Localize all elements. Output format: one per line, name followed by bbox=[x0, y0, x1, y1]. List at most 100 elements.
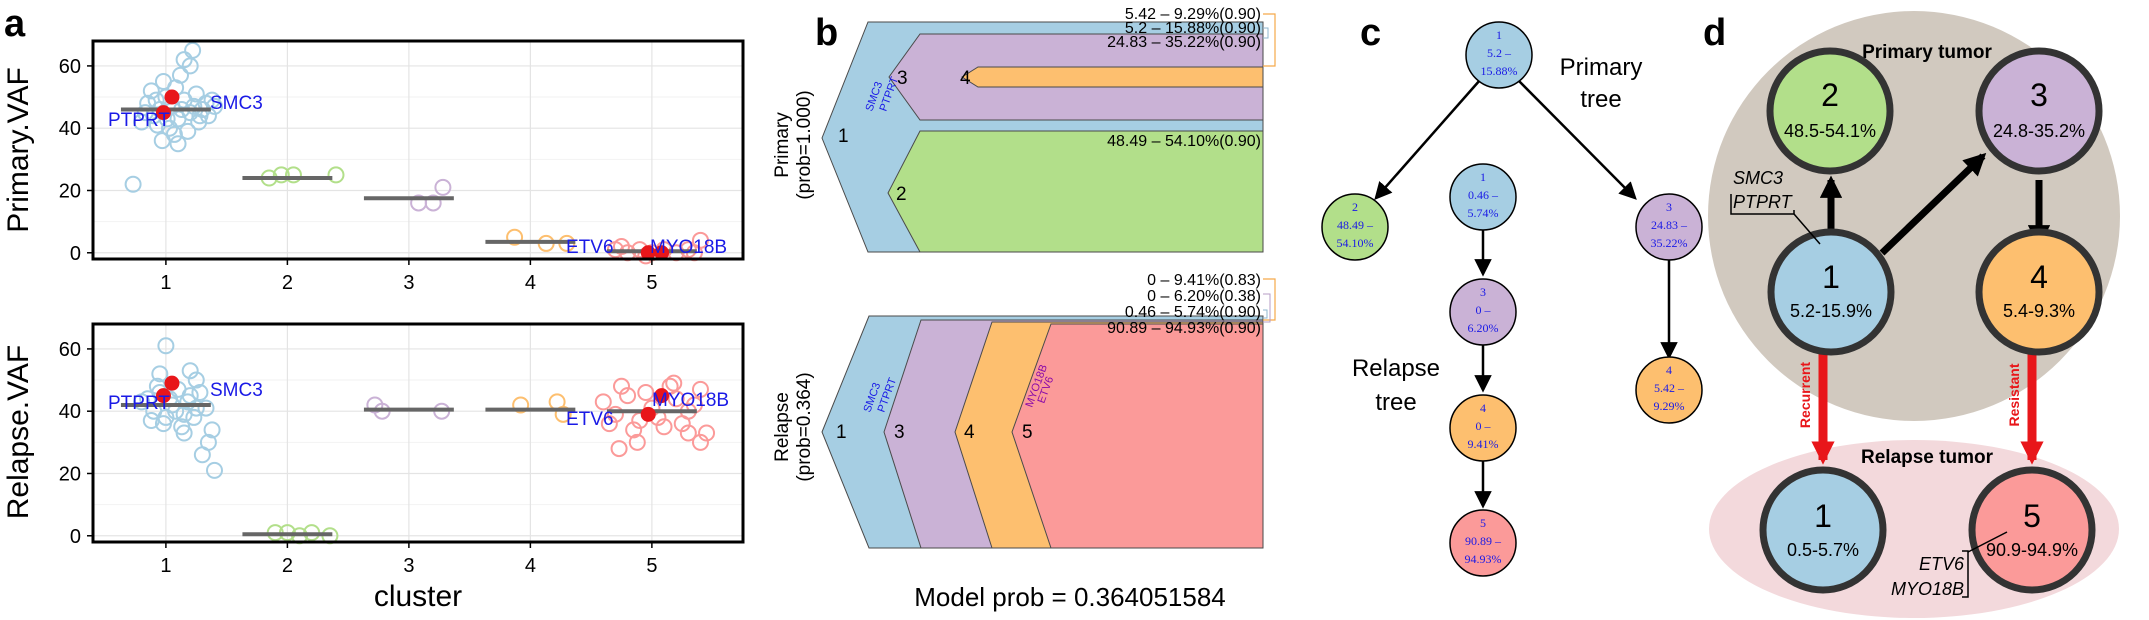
recurrent-label: Recurrent bbox=[1797, 362, 1813, 428]
gene-annotation-clone-5: ETV6 MYO18B bbox=[1891, 531, 2008, 599]
svg-text:2: 2 bbox=[1821, 77, 1839, 113]
x-tick-label: 5 bbox=[646, 555, 657, 577]
clone-1-number: 1 bbox=[838, 126, 849, 147]
data-point-cluster-5 bbox=[600, 415, 618, 433]
panel-letter-a: a bbox=[4, 3, 26, 45]
panel-letter-d: d bbox=[1703, 12, 1726, 54]
data-point-cluster-1 bbox=[187, 399, 205, 417]
annot-clone-4: 0 – 9.41%(0.83) bbox=[1147, 272, 1261, 289]
x-ticks: 1 2 3 4 5 bbox=[160, 542, 657, 577]
primary-tumor-title: Primary tumor bbox=[1862, 42, 1992, 63]
fish-plot-primary: Primary (prob=1.000) 1 3 4 2 SMC3 PTPRT … bbox=[772, 6, 1276, 253]
svg-text:5.74%: 5.74% bbox=[1468, 206, 1499, 220]
data-point-cluster-5 bbox=[637, 384, 655, 402]
data-point-cluster-5 bbox=[698, 424, 716, 442]
y-tick-label: 20 bbox=[59, 463, 81, 485]
gene-label-smc3: SMC3 bbox=[210, 93, 263, 114]
svg-text:MYO18B: MYO18B bbox=[1891, 579, 1964, 599]
data-point-cluster-1 bbox=[193, 446, 211, 464]
y-tick-label: 0 bbox=[70, 243, 81, 265]
data-point-cluster-5 bbox=[606, 405, 624, 423]
annot-bracket bbox=[1263, 278, 1276, 321]
edge-p1-p3 bbox=[1517, 79, 1637, 200]
data-point-cluster-2 bbox=[284, 166, 302, 184]
svg-text:3: 3 bbox=[2030, 77, 2048, 113]
data-point-cluster-5 bbox=[679, 424, 697, 442]
data-point-cluster-1 bbox=[142, 82, 160, 100]
x-ticks: 1 2 3 4 5 bbox=[160, 259, 657, 294]
svg-text:90.89 –: 90.89 – bbox=[1465, 534, 1502, 548]
data-point-cluster-1 bbox=[184, 41, 202, 59]
svg-text:4: 4 bbox=[1666, 363, 1672, 377]
highlight-point-etv6 bbox=[640, 245, 656, 261]
data-point-cluster-1 bbox=[197, 399, 215, 417]
gene-label-myo18b: MYO18B bbox=[650, 237, 727, 258]
annot-bracket bbox=[1263, 13, 1276, 67]
x-tick-label: 1 bbox=[160, 555, 171, 577]
svg-text:9.29%: 9.29% bbox=[1654, 399, 1685, 413]
data-point-cluster-1 bbox=[187, 371, 205, 389]
data-point-cluster-3 bbox=[424, 194, 442, 212]
data-point-cluster-1 bbox=[179, 393, 197, 411]
x-tick-label: 4 bbox=[525, 272, 536, 294]
relapse-node-1: 1 0.5-5.7% bbox=[1759, 466, 1887, 594]
svg-text:6.20%: 6.20% bbox=[1468, 321, 1499, 335]
data-point-cluster-1 bbox=[171, 66, 189, 84]
y-tick-label: 40 bbox=[59, 118, 81, 140]
data-point-cluster-4 bbox=[512, 396, 530, 414]
data-point-cluster-1 bbox=[181, 362, 199, 380]
data-points bbox=[120, 41, 709, 265]
data-point-cluster-1 bbox=[203, 421, 221, 439]
svg-text:5.2-15.9%: 5.2-15.9% bbox=[1790, 301, 1872, 321]
y-ticks: 0 20 40 60 bbox=[59, 56, 93, 265]
data-point-cluster-1 bbox=[124, 175, 142, 193]
annot-bracket bbox=[1263, 309, 1268, 319]
relapse-node-5: 5 90.9-94.9% bbox=[1968, 466, 2096, 594]
svg-text:48.49 –: 48.49 – bbox=[1337, 218, 1374, 232]
svg-text:1: 1 bbox=[1814, 498, 1832, 534]
svg-text:3: 3 bbox=[1666, 200, 1672, 214]
highlight-point-ptprt bbox=[155, 105, 171, 121]
data-point-cluster-1 bbox=[169, 135, 187, 153]
highlight-point-smc3 bbox=[164, 375, 180, 391]
clone-node-2: 2 48.5-54.1% bbox=[1766, 47, 1894, 175]
x-tick-label: 5 bbox=[646, 272, 657, 294]
clone-5-region bbox=[1011, 323, 1264, 549]
highlight-point-etv6 bbox=[640, 406, 656, 422]
data-point-cluster-1 bbox=[153, 132, 171, 150]
data-point-cluster-1 bbox=[154, 415, 172, 433]
svg-text:24.83 –: 24.83 – bbox=[1651, 218, 1688, 232]
gene-label-smc3: SMC3 bbox=[210, 380, 263, 401]
svg-text:0 –: 0 – bbox=[1476, 303, 1492, 317]
highlight-point-myo18b bbox=[654, 388, 670, 404]
svg-text:2: 2 bbox=[1352, 200, 1358, 214]
primary-prob: (prob=1.000) bbox=[794, 90, 815, 199]
x-tick-label: 2 bbox=[282, 272, 293, 294]
model-probability: Model prob = 0.364051584 bbox=[914, 582, 1226, 612]
x-tick-label: 3 bbox=[403, 272, 414, 294]
data-point-cluster-5 bbox=[673, 415, 691, 433]
gene-label-ptprt: PTPRT bbox=[108, 393, 170, 414]
svg-text:ETV6: ETV6 bbox=[1919, 554, 1965, 574]
svg-text:5.4-9.3%: 5.4-9.3% bbox=[2003, 301, 2075, 321]
tree-node-r3: 3 0 – 6.20% bbox=[1449, 278, 1517, 346]
highlight-point-smc3 bbox=[164, 89, 180, 105]
data-point-cluster-5 bbox=[665, 374, 683, 392]
clone-4-number: 4 bbox=[964, 422, 975, 443]
relapse-label: Relapse bbox=[772, 392, 793, 462]
svg-text:0.5-5.7%: 0.5-5.7% bbox=[1787, 540, 1859, 560]
svg-text:SMC3: SMC3 bbox=[1733, 168, 1783, 188]
annot-clone-1: 5.2 – 15.88%(0.90) bbox=[1125, 20, 1261, 37]
svg-text:54.10%: 54.10% bbox=[1337, 236, 1374, 250]
data-point-cluster-1 bbox=[191, 384, 209, 402]
svg-text:15.88%: 15.88% bbox=[1481, 64, 1518, 78]
y-axis-label: Relapse.VAF bbox=[2, 345, 35, 520]
panel-b: b Primary (prob=1.000) 1 3 4 2 SMC3 PTPR… bbox=[772, 6, 1276, 612]
gene-label-etv6: ETV6 bbox=[566, 237, 614, 258]
svg-text:5.2 –: 5.2 – bbox=[1487, 46, 1512, 60]
highlight-point-ptprt bbox=[155, 388, 171, 404]
panel-c: c 1 5.2 – 15.88% 2 48.49 – 54.10% 3 24.8… bbox=[1321, 12, 1703, 577]
data-point-cluster-1 bbox=[136, 104, 154, 122]
